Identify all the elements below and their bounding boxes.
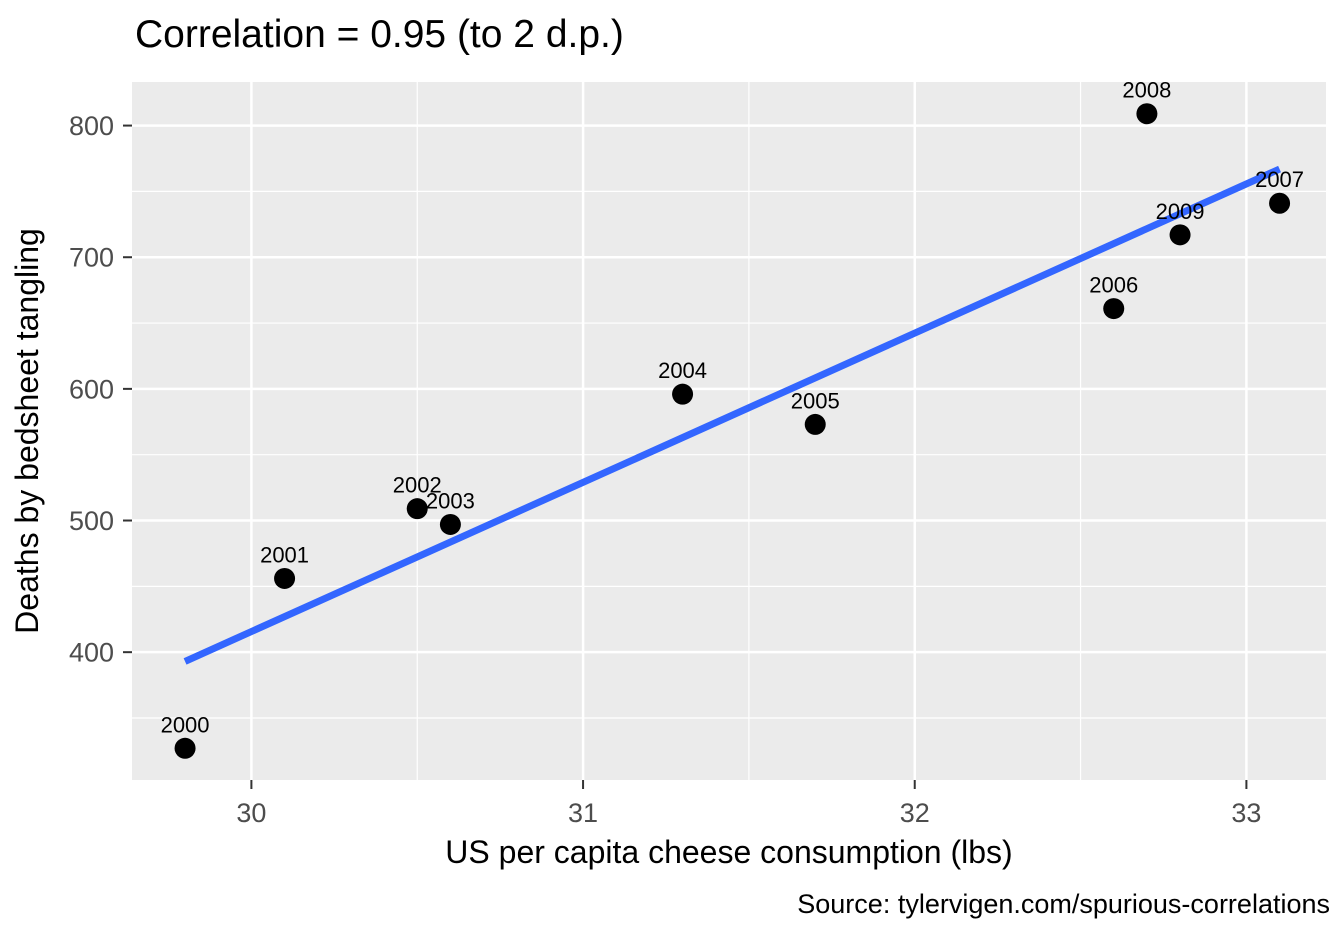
y-tick-label: 700	[69, 243, 114, 273]
x-tick-label: 33	[1231, 798, 1261, 828]
y-tick-label: 600	[69, 374, 114, 404]
data-point-2002	[406, 498, 428, 520]
data-point-2005	[804, 413, 826, 435]
y-tick-label: 500	[69, 506, 114, 536]
point-label-2005: 2005	[791, 388, 840, 413]
data-point-2009	[1169, 224, 1191, 246]
minor-gridlines	[132, 82, 1326, 780]
data-point-2004	[672, 383, 694, 405]
point-label-2007: 2007	[1255, 167, 1304, 192]
point-label-2009: 2009	[1156, 199, 1205, 224]
data-point-2007	[1269, 192, 1291, 214]
data-point-2006	[1103, 298, 1125, 320]
point-label-2008: 2008	[1122, 78, 1171, 103]
point-label-2001: 2001	[260, 542, 309, 567]
data-point-2001	[274, 567, 296, 589]
x-axis: 30 31 32 33	[236, 780, 1261, 828]
x-tick-label: 32	[900, 798, 930, 828]
point-label-2002: 2002	[393, 473, 442, 498]
y-axis-title: Deaths by bedsheet tangling	[9, 228, 45, 634]
x-tick-label: 30	[236, 798, 266, 828]
plot-title: Correlation = 0.95 (to 2 d.p.)	[135, 13, 624, 56]
source-attribution: Source: tylervigen.com/spurious-correlat…	[797, 889, 1330, 919]
regression-trend-line	[183, 165, 1282, 665]
major-gridlines	[132, 82, 1326, 780]
point-label-2004: 2004	[658, 358, 707, 383]
point-label-2000: 2000	[161, 712, 210, 737]
y-tick-label: 800	[69, 111, 114, 141]
y-tick-label: 400	[69, 638, 114, 668]
data-points-layer	[174, 103, 1291, 759]
y-axis: 400 500 600 700 800	[69, 111, 132, 668]
x-tick-label: 31	[568, 798, 598, 828]
point-label-2003: 2003	[426, 488, 475, 513]
data-point-2008	[1136, 103, 1158, 125]
point-label-2006: 2006	[1089, 273, 1138, 298]
x-axis-title: US per capita cheese consumption (lbs)	[445, 834, 1012, 870]
data-point-2003	[439, 513, 461, 535]
data-point-2000	[174, 737, 196, 759]
plot-panel-background	[132, 82, 1326, 780]
